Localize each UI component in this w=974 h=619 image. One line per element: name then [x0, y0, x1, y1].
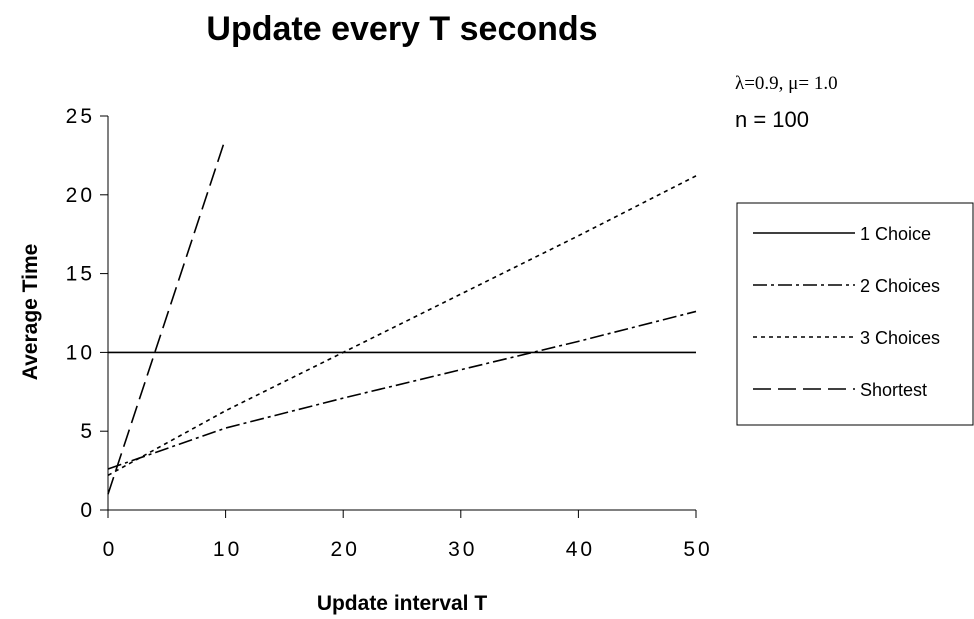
parameter-annotation: λ=0.9, μ= 1.0 [735, 73, 838, 94]
sample-size-annotation: n = 100 [735, 107, 809, 132]
y-tick-label-5: 5 [80, 420, 95, 443]
series-line-shortest [108, 138, 226, 494]
x-tick-label-40: 40 [566, 538, 595, 561]
series-line-2-choices [108, 311, 696, 469]
y-tick-label-25: 25 [66, 105, 95, 128]
legend: 1 Choice 2 Choices 3 Choices Shortest [737, 203, 973, 425]
axes: 0 5 10 15 20 25 0 10 20 30 40 50 [66, 105, 713, 561]
x-tick-label-0: 0 [103, 538, 118, 561]
legend-label-2-choices: 2 Choices [860, 276, 940, 296]
legend-label-shortest: Shortest [860, 380, 927, 400]
x-axis-label: Update interval T [317, 592, 488, 615]
legend-label-3-choices: 3 Choices [860, 328, 940, 348]
x-tick-label-50: 50 [683, 538, 712, 561]
chart-title: Update every T seconds [206, 10, 597, 48]
x-tick-label-30: 30 [448, 538, 477, 561]
y-axis-label: Average Time [19, 244, 42, 381]
legend-box [737, 203, 973, 425]
series-line-3-choices [108, 176, 696, 475]
legend-label-1-choice: 1 Choice [860, 224, 931, 244]
y-tick-label-15: 15 [66, 263, 95, 286]
y-tick-label-20: 20 [66, 184, 95, 207]
series-layer [108, 138, 696, 494]
x-tick-label-10: 10 [213, 538, 242, 561]
y-tick-label-10: 10 [66, 341, 95, 364]
y-tick-label-0: 0 [80, 499, 95, 522]
x-tick-label-20: 20 [331, 538, 360, 561]
